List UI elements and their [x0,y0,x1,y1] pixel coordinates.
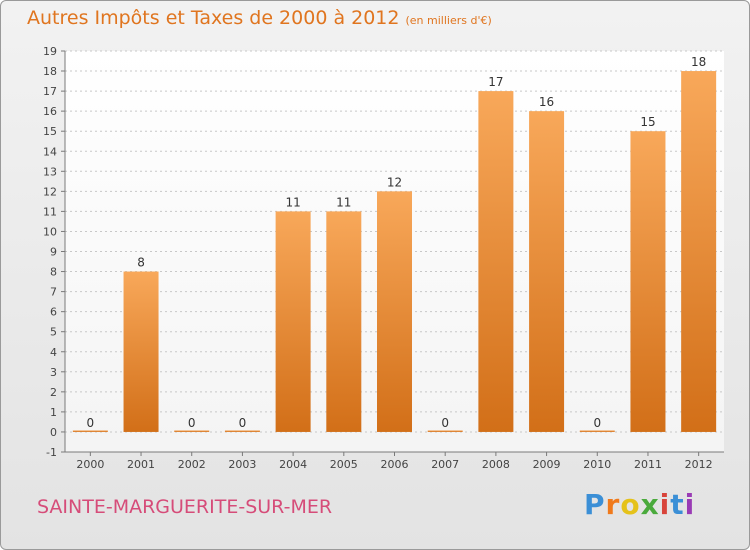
x-tick-label-2003: 2003 [228,458,256,471]
x-tick-label-2006: 2006 [381,458,409,471]
y-tick-label: 17 [43,85,57,98]
data-label-2007: 0 [441,416,449,430]
bar-2005 [326,211,362,432]
y-tick-label: 16 [43,105,57,118]
y-tick-label: 14 [43,145,57,158]
y-tick-label: 5 [50,326,57,339]
x-tick-label-2009: 2009 [533,458,561,471]
data-label-2009: 16 [539,95,554,109]
bar-2008 [478,91,514,432]
commune-name: SAINTE-MARGUERITE-SUR-MER [37,496,333,518]
proxiti-logo: Proxiti [584,488,696,521]
y-tick-label: 10 [43,225,57,238]
chart-title-text: Autres Impôts et Taxes de 2000 à 2012 [27,7,400,29]
x-tick-label-2004: 2004 [279,458,307,471]
y-tick-label: 15 [43,125,57,138]
data-label-2010: 0 [593,416,601,430]
y-tick-label: 11 [43,205,57,218]
y-tick-label: 4 [50,346,57,359]
y-tick-label: 9 [50,246,57,259]
chart-title: Autres Impôts et Taxes de 2000 à 2012 (en… [27,7,492,29]
x-tick-label-2008: 2008 [482,458,510,471]
data-label-2005: 11 [336,195,351,209]
bar-2009 [529,111,565,432]
bar-2003 [224,430,260,432]
bar-2011 [630,131,666,432]
y-tick-label: 13 [43,165,57,178]
y-tick-label: 0 [50,426,57,439]
x-tick-label-2007: 2007 [431,458,459,471]
y-tick-label: 8 [50,266,57,279]
y-tick-label: 18 [43,65,57,78]
y-tick-label: 1 [50,406,57,419]
bar-2000 [72,430,108,432]
x-tick-label-2011: 2011 [634,458,662,471]
bar-2010 [579,430,615,432]
y-tick-label: 7 [50,286,57,299]
bar-2001 [123,271,159,432]
data-label-2002: 0 [188,416,196,430]
x-tick-label-2012: 2012 [685,458,713,471]
x-tick-label-2002: 2002 [178,458,206,471]
y-tick-label: 6 [50,306,57,319]
bar-2002 [174,430,210,432]
data-label-2004: 11 [285,195,300,209]
x-tick-label-2005: 2005 [330,458,358,471]
bar-2007 [427,430,463,432]
data-label-2006: 12 [387,175,402,189]
x-tick-label-2010: 2010 [583,458,611,471]
data-label-2011: 15 [640,115,655,129]
data-label-2000: 0 [87,416,95,430]
y-tick-label: 12 [43,185,57,198]
x-tick-label-2000: 2000 [76,458,104,471]
y-tick-label: 19 [43,45,57,58]
x-tick-label-2001: 2001 [127,458,155,471]
data-label-2008: 17 [488,75,503,89]
y-tick-label: -1 [46,446,57,459]
bar-2004 [275,211,311,432]
y-tick-label: 2 [50,386,57,399]
data-label-2012: 18 [691,55,706,69]
data-label-2003: 0 [239,416,247,430]
y-tick-label: 3 [50,366,57,379]
bar-2006 [377,191,412,432]
bar-2012 [681,71,717,432]
data-label-2001: 8 [137,256,145,270]
chart-unit: (en milliers d'€) [405,14,492,27]
